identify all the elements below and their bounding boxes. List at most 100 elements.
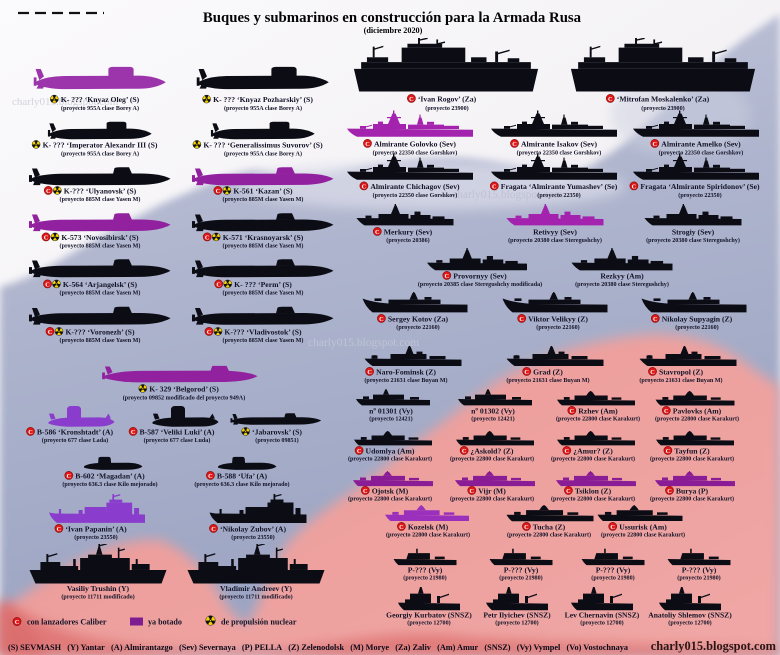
svg-text:K- ??? ‘Imperator Alexandr III: K- ??? ‘Imperator Alexandr III (S) xyxy=(43,141,158,150)
svg-text:C: C xyxy=(45,282,50,289)
svg-text:(proyecto 23900): (proyecto 23900) xyxy=(425,105,468,112)
svg-text:Nikolay Supyagin (Z): Nikolay Supyagin (Z) xyxy=(662,315,733,324)
svg-text:(S) SEVMASH (Y) Yantar (A): (S) SEVMASH (Y) Yantar (A) Almirantazgo … xyxy=(8,642,629,652)
svg-text:‘Nikolay Zubov’ (A): ‘Nikolay Zubov’ (A) xyxy=(220,525,286,534)
svg-text:K- 329 ‘Belgorod’ (S): K- 329 ‘Belgorod’ (S) xyxy=(149,385,219,394)
svg-text:(proyecto 885M clase Yasen M): (proyecto 885M clase Yasen M) xyxy=(223,196,304,203)
svg-text:(proyecto 885M clase Yasen M): (proyecto 885M clase Yasen M) xyxy=(60,196,141,203)
svg-text:Ussurisk (Am): Ussurisk (Am) xyxy=(619,523,667,532)
svg-text:Viktor Velikyy (Z): Viktor Velikyy (Z) xyxy=(528,315,588,324)
svg-text:C: C xyxy=(216,188,221,195)
svg-text:‘Ivan Papanin’ (A): ‘Ivan Papanin’ (A) xyxy=(65,525,127,534)
svg-text:(proyecto 885M clase Yasen M): (proyecto 885M clase Yasen M) xyxy=(60,337,141,344)
svg-text:(proyecto 22350 clase Gorshkov: (proyecto 22350 clase Gorshkov) xyxy=(373,192,458,199)
svg-text:(proyecto 21631 clase Buyan M): (proyecto 21631 clase Buyan M) xyxy=(364,377,447,384)
svg-text:(proyecto 22800 clase Karakurt: (proyecto 22800 clase Karakurt) xyxy=(450,496,534,503)
svg-text:K-571 ‘Krasnoyarsk’ (S): K-571 ‘Krasnoyarsk’ (S) xyxy=(223,233,304,242)
svg-text:(proyecto 23550): (proyecto 23550) xyxy=(231,534,274,541)
svg-text:Almirante Isakov (Sev): Almirante Isakov (Sev) xyxy=(521,140,597,149)
svg-text:C: C xyxy=(362,184,367,191)
svg-text:(proyecto 12700): (proyecto 12700) xyxy=(407,620,450,627)
svg-text:C: C xyxy=(462,448,467,455)
svg-text:(proyecto 22800 clase Karakurt: (proyecto 22800 clase Karakurt) xyxy=(386,532,470,539)
svg-text:(proyecto 22800 clase Karakurt: (proyecto 22800 clase Karakurt) xyxy=(450,456,534,463)
svg-text:(proyecto 22800 clase Karakurt: (proyecto 22800 clase Karakurt) xyxy=(348,456,432,463)
svg-text:Petr Ilyichev (SNSZ): Petr Ilyichev (SNSZ) xyxy=(483,611,551,620)
svg-text:K-??? ‘Ulyanovsk’ (S): K-??? ‘Ulyanovsk’ (S) xyxy=(64,187,137,196)
svg-text:(proyecto 12700): (proyecto 12700) xyxy=(495,620,538,627)
svg-text:(proyecto 22800 clase Karakurt: (proyecto 22800 clase Karakurt) xyxy=(601,532,685,539)
svg-text:Ojotsk (M): Ojotsk (M) xyxy=(372,487,409,496)
svg-text:(proyecto 21980): (proyecto 21980) xyxy=(591,575,634,582)
svg-text:(proyecto 22800 clase Karakurt: (proyecto 22800 clase Karakurt) xyxy=(551,496,635,503)
svg-text:Rzhev (Am): Rzhev (Am) xyxy=(578,407,618,416)
svg-text:Tucha (Z): Tucha (Z) xyxy=(533,523,566,532)
svg-text:B-586 ‘Kronshtadt’ (A): B-586 ‘Kronshtadt’ (A) xyxy=(37,428,114,437)
svg-text:C: C xyxy=(15,619,20,626)
svg-text:(proyecto 955A clase Borey A): (proyecto 955A clase Borey A) xyxy=(61,151,139,158)
svg-text:C: C xyxy=(632,184,637,191)
svg-text:Tayfun (Z): Tayfun (Z) xyxy=(674,447,710,456)
svg-text:C: C xyxy=(565,448,570,455)
svg-text:C: C xyxy=(512,141,517,148)
svg-text:(proyecto 677 clase Luda): (proyecto 677 clase Luda) xyxy=(144,437,211,444)
svg-text:C: C xyxy=(610,524,615,531)
svg-text:C: C xyxy=(666,448,671,455)
svg-text:C: C xyxy=(363,488,368,495)
svg-text:Sergey Kotov (Za): Sergey Kotov (Za) xyxy=(388,315,449,324)
svg-text:(proyecto 22800 clase Karakurt: (proyecto 22800 clase Karakurt) xyxy=(650,496,734,503)
svg-text:¿Askold? (Z): ¿Askold? (Z) xyxy=(471,447,514,456)
svg-text:Retivyy (Sev): Retivyy (Sev) xyxy=(533,228,577,237)
svg-text:B-588 ‘Ufa’ (A): B-588 ‘Ufa’ (A) xyxy=(217,472,268,481)
svg-text:ya botado: ya botado xyxy=(148,618,182,627)
svg-text:K-564 ‘Arjangelsk’ (S): K-564 ‘Arjangelsk’ (S) xyxy=(63,280,138,289)
svg-text:P-??? (Vy): P-??? (Vy) xyxy=(504,566,539,575)
svg-text:(proyecto 23900): (proyecto 23900) xyxy=(641,105,684,112)
svg-text:C: C xyxy=(211,526,216,533)
svg-text:(proyecto 20380 clase Steregus: (proyecto 20380 clase Steregushchy) xyxy=(508,237,602,244)
svg-text:Naro-Fominsk (Z): Naro-Fominsk (Z) xyxy=(376,368,436,377)
svg-text:Kozelsk (M): Kozelsk (M) xyxy=(408,523,449,532)
svg-text:(proyecto 677 clase Lada): (proyecto 677 clase Lada) xyxy=(42,437,108,444)
svg-text:Burya (P): Burya (P) xyxy=(676,487,709,496)
svg-text:(proyecto 21980): (proyecto 21980) xyxy=(499,575,542,582)
svg-text:Grad (Z): Grad (Z) xyxy=(533,368,563,377)
svg-text:(proyecto 22350): (proyecto 22350) xyxy=(678,192,721,199)
svg-text:nº 01302 (Vy): nº 01302 (Vy) xyxy=(471,407,515,416)
svg-text:C: C xyxy=(367,369,372,376)
svg-text:Vladimir Andreev (Y): Vladimir Andreev (Y) xyxy=(220,584,292,593)
svg-text:C: C xyxy=(44,235,49,242)
svg-text:C: C xyxy=(524,524,529,531)
svg-text:(proyecto 885M clase Yasen M): (proyecto 885M clase Yasen M) xyxy=(223,243,304,250)
svg-text:C: C xyxy=(379,316,384,323)
svg-text:Almirante Chichagov (Sev): Almirante Chichagov (Sev) xyxy=(370,182,460,191)
svg-text:Merkury (Sev): Merkury (Sev) xyxy=(384,228,433,237)
svg-text:(proyecto 22350): (proyecto 22350) xyxy=(537,192,580,199)
svg-text:C: C xyxy=(216,282,221,289)
svg-text:Buques y submarinos en constru: Buques y submarinos en construcción para… xyxy=(203,10,582,26)
svg-text:‘Mitrofan Moskalenko’ (Za): ‘Mitrofan Moskalenko’ (Za) xyxy=(617,95,710,104)
svg-text:C: C xyxy=(608,96,613,103)
svg-text:K- ??? ‘Knyaz Pozharskiy’ (S): K- ??? ‘Knyaz Pozharskiy’ (S) xyxy=(213,95,313,104)
svg-text:C: C xyxy=(207,329,212,336)
svg-text:C: C xyxy=(57,526,62,533)
svg-text:(proyecto 955A clase Borey A): (proyecto 955A clase Borey A) xyxy=(224,151,302,158)
svg-text:(proyecto 20386): (proyecto 20386) xyxy=(386,237,429,244)
svg-text:(proyecto 21980): (proyecto 21980) xyxy=(403,575,446,582)
svg-text:Almirante Golovko (Sev): Almirante Golovko (Sev) xyxy=(374,140,456,149)
svg-text:C: C xyxy=(131,429,136,436)
svg-text:(proyecto 21980): (proyecto 21980) xyxy=(677,575,720,582)
svg-text:C: C xyxy=(570,408,575,415)
svg-text:(proyecto 12700): (proyecto 12700) xyxy=(580,620,623,627)
svg-text:K- ??? ‘Generalissimus Suvorov: K- ??? ‘Generalissimus Suvorov’ (S) xyxy=(203,141,323,150)
svg-text:(proyecto 22350 clase Gorshkov: (proyecto 22350 clase Gorshkov) xyxy=(659,150,744,157)
svg-text:C: C xyxy=(357,448,362,455)
svg-text:C: C xyxy=(650,369,655,376)
svg-text:(proyecto 22800 clase Karakurt: (proyecto 22800 clase Karakurt) xyxy=(507,532,591,539)
svg-text:K-??? ‘Voronezh’ (S): K-??? ‘Voronezh’ (S) xyxy=(65,328,134,337)
svg-text:C: C xyxy=(519,316,524,323)
svg-text:(proyecto 12700): (proyecto 12700) xyxy=(668,620,711,627)
svg-text:(proyecto 09852 modificado del: (proyecto 09852 modificado del proyecto … xyxy=(123,395,245,402)
svg-text:(proyecto 23550): (proyecto 23550) xyxy=(74,534,117,541)
svg-text:‘Jabarovsk’ (S): ‘Jabarovsk’ (S) xyxy=(252,428,302,437)
